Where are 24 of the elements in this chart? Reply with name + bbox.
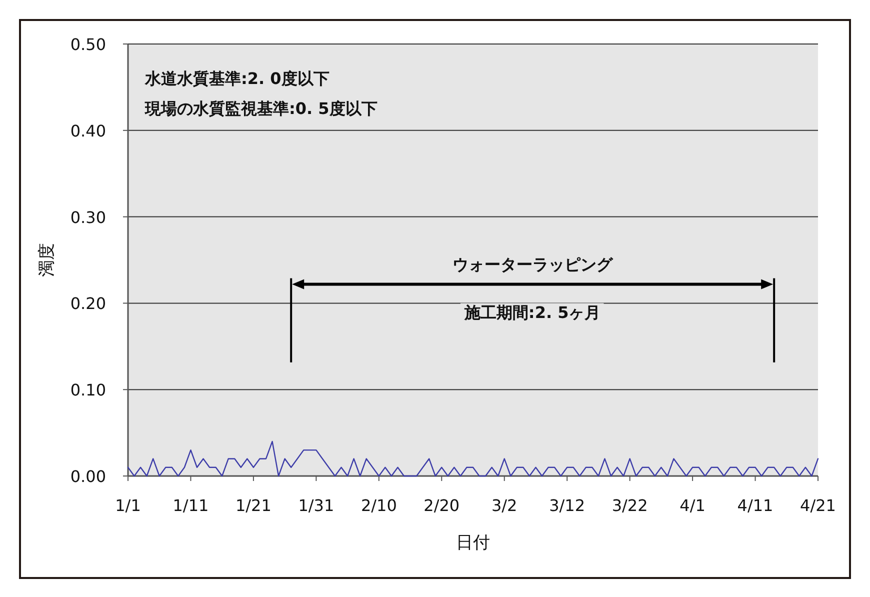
x-tick-label: 2/20: [424, 496, 460, 515]
annotation: 施工期間:2. 5ヶ月: [463, 303, 601, 322]
y-tick-label: 0.10: [70, 380, 106, 400]
x-tick-label: 3/12: [549, 496, 586, 515]
y-tick-label: 0.00: [70, 467, 106, 486]
x-tick-label: 3/2: [491, 496, 518, 515]
y-tick-label: 0.20: [70, 294, 106, 314]
x-tick-label: 4/21: [800, 496, 836, 515]
y-axis-title: 濁度: [37, 243, 57, 277]
x-tick-label: 1/11: [172, 496, 209, 515]
x-tick-label: 4/1: [680, 496, 706, 515]
annotation: 現場の水質監視基準:0. 5度以下: [144, 99, 378, 118]
annotation: 水道水質基準:2. 0度以下: [144, 69, 330, 88]
x-tick-label: 1/31: [298, 496, 334, 515]
annotation: ウォーターラッピング: [452, 255, 614, 274]
x-tick-label: 3/22: [612, 496, 648, 515]
x-tick-label: 1/21: [235, 496, 272, 515]
x-tick-label: 4/11: [737, 496, 774, 515]
y-tick-label: 0.30: [70, 208, 106, 227]
y-tick-label: 0.50: [70, 35, 106, 54]
x-tick-label: 1/1: [115, 496, 141, 515]
y-tick-label: 0.40: [70, 121, 106, 140]
x-axis-title: 日付: [456, 533, 490, 553]
x-tick-label: 2/10: [360, 496, 397, 515]
